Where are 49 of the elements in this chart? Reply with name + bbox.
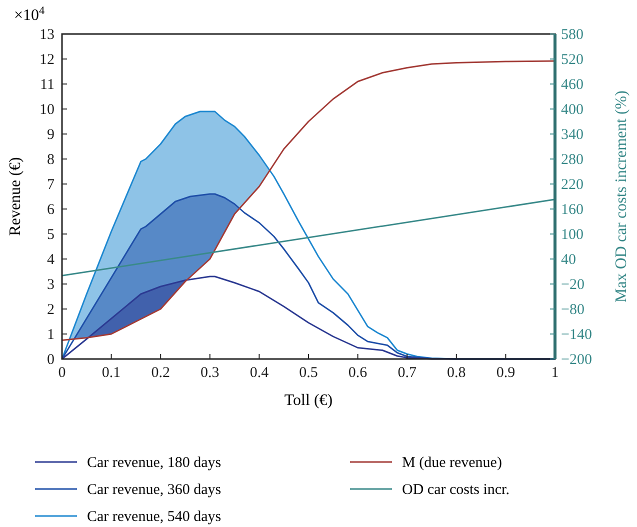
y2-tick-label: 100 (561, 226, 584, 243)
x-tick-label: 0.1 (102, 365, 121, 381)
y2-tick-label: −140 (561, 326, 592, 343)
legend-label: Car revenue, 180 days (87, 455, 222, 471)
x-tick-label: 0.5 (299, 365, 318, 381)
x-tick-label: 0.8 (447, 365, 466, 381)
y-tick-label: 1 (47, 326, 54, 343)
y-tick-label: 11 (40, 76, 54, 93)
y-tick-label: 9 (47, 126, 54, 143)
y2-tick-label: −80 (561, 302, 584, 318)
x-tick-label: 0.2 (151, 365, 170, 381)
y2-tick-label: −200 (561, 352, 592, 368)
legend-label: Car revenue, 360 days (87, 482, 222, 498)
legend-label: M (due revenue) (402, 455, 502, 471)
y-tick-label: 8 (47, 152, 54, 168)
text: ×10$^{4}$ (14, 5, 46, 24)
y-tick-label: 5 (47, 226, 54, 243)
y-tick-label: 4 (47, 252, 55, 268)
y-axis-title: Revenue (€) (7, 157, 24, 236)
y2-tick-label: 580 (561, 26, 584, 43)
line-series (61, 60, 556, 341)
y-tick-label: 13 (40, 26, 54, 43)
y2-tick-label: 40 (561, 252, 576, 268)
x-tick-label: 0 (58, 365, 66, 381)
x-tick-label: 0.9 (496, 365, 516, 381)
y2-tick-label: 340 (561, 126, 584, 143)
y-tick-label: 0 (47, 352, 54, 368)
y2-tick-label: 220 (561, 176, 584, 193)
y2-tick-label: −20 (561, 276, 584, 293)
y2-tick-label: 520 (561, 52, 584, 68)
y-tick-label: 6 (47, 202, 55, 218)
x-tick-label: 1 (551, 365, 559, 381)
y-tick-label: 2 (47, 302, 54, 318)
y2-tick-label: 460 (561, 76, 584, 93)
y2-axis-title: Max OD car costs increment (%) (613, 90, 630, 302)
y-tick-label: 12 (40, 52, 54, 68)
x-axis-title: Toll (€) (284, 392, 333, 409)
y-tick-label: 3 (47, 276, 54, 293)
x-tick-label: 0.7 (398, 365, 417, 381)
x-tick-label: 0.4 (250, 365, 270, 381)
y2-tick-label: 280 (561, 152, 584, 168)
x-tick-label: 0.3 (200, 365, 220, 381)
legend-label: OD car costs incr. (402, 482, 510, 498)
y-tick-label: 7 (47, 176, 55, 193)
x-tick-label: 0.6 (348, 365, 368, 381)
y2-tick-label: 400 (561, 102, 584, 118)
y-tick-label: 10 (40, 102, 54, 118)
y2-tick-label: 160 (561, 202, 584, 218)
legend-label: Car revenue, 540 days (87, 509, 222, 525)
